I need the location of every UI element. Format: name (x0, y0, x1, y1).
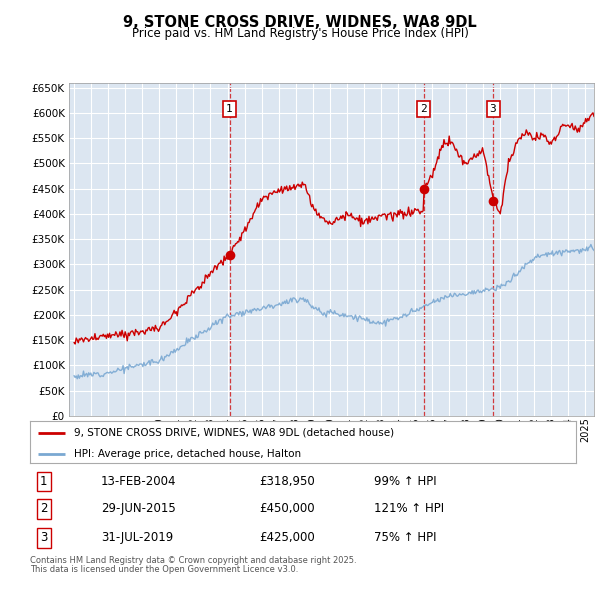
Text: £450,000: £450,000 (259, 502, 315, 516)
Text: 29-JUN-2015: 29-JUN-2015 (101, 502, 176, 516)
Text: 3: 3 (40, 532, 47, 545)
Text: 99% ↑ HPI: 99% ↑ HPI (374, 475, 437, 488)
Text: This data is licensed under the Open Government Licence v3.0.: This data is licensed under the Open Gov… (30, 565, 298, 574)
Text: Contains HM Land Registry data © Crown copyright and database right 2025.: Contains HM Land Registry data © Crown c… (30, 556, 356, 565)
Text: 75% ↑ HPI: 75% ↑ HPI (374, 532, 436, 545)
Text: HPI: Average price, detached house, Halton: HPI: Average price, detached house, Halt… (74, 449, 301, 459)
Text: 13-FEB-2004: 13-FEB-2004 (101, 475, 176, 488)
Text: 121% ↑ HPI: 121% ↑ HPI (374, 502, 444, 516)
Text: Price paid vs. HM Land Registry's House Price Index (HPI): Price paid vs. HM Land Registry's House … (131, 27, 469, 40)
Text: 31-JUL-2019: 31-JUL-2019 (101, 532, 173, 545)
Text: 1: 1 (40, 475, 47, 488)
Text: £318,950: £318,950 (259, 475, 315, 488)
Text: £425,000: £425,000 (259, 532, 315, 545)
Text: 1: 1 (226, 104, 233, 114)
Text: 3: 3 (490, 104, 496, 114)
Text: 2: 2 (40, 502, 47, 516)
Text: 9, STONE CROSS DRIVE, WIDNES, WA8 9DL: 9, STONE CROSS DRIVE, WIDNES, WA8 9DL (123, 15, 477, 30)
Text: 9, STONE CROSS DRIVE, WIDNES, WA8 9DL (detached house): 9, STONE CROSS DRIVE, WIDNES, WA8 9DL (d… (74, 428, 394, 438)
Text: 2: 2 (420, 104, 427, 114)
